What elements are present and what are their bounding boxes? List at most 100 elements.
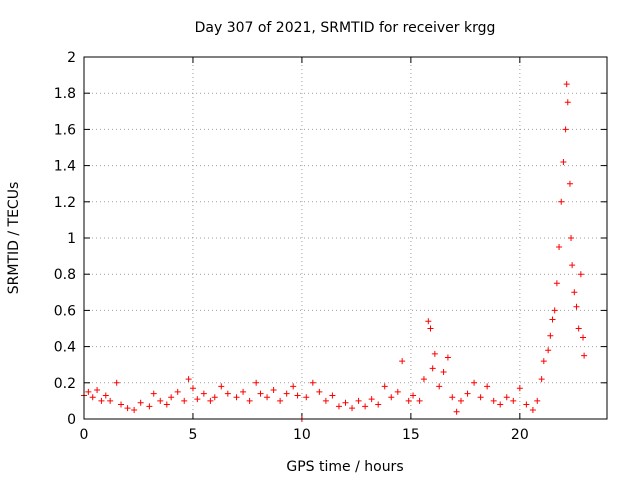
data-point [553, 280, 560, 287]
data-point [558, 198, 565, 205]
chart-title: Day 307 of 2021, SRMTID for receiver krg… [195, 20, 496, 36]
data-point [575, 325, 582, 332]
data-point [534, 397, 541, 404]
data-point [107, 397, 114, 404]
axis-ticks: 0 5 10 15 20 0 0.2 0.4 0.6 0.8 1 1.2 1.4 1.6 1.8 2 [54, 50, 607, 443]
data-point [429, 365, 436, 372]
data-point [207, 397, 214, 404]
data-point [381, 383, 388, 390]
data-point [118, 401, 125, 408]
data-point [399, 358, 406, 365]
x-axis-label: GPS time / hours [286, 459, 403, 475]
data-point [253, 379, 260, 386]
data-point [449, 394, 456, 401]
data-point [551, 307, 558, 314]
data-point [464, 390, 471, 397]
data-point [146, 403, 153, 410]
data-point [523, 401, 530, 408]
data-point [573, 303, 580, 310]
y-tick-label: 1.2 [54, 195, 76, 211]
data-point [566, 180, 573, 187]
data-point [316, 388, 323, 395]
x-tick-label: 10 [293, 427, 311, 443]
data-point [516, 385, 523, 392]
data-point [547, 332, 554, 339]
data-point [510, 397, 517, 404]
data-point [85, 388, 92, 395]
x-tick-label: 20 [511, 427, 529, 443]
data-point [309, 379, 316, 386]
data-point [157, 397, 164, 404]
data-point [185, 376, 192, 383]
data-points [81, 81, 588, 422]
data-point [416, 397, 423, 404]
data-point [444, 354, 451, 361]
data-point [200, 390, 207, 397]
y-tick-label: 0.8 [54, 267, 76, 283]
data-point [549, 316, 556, 323]
data-point [98, 397, 105, 404]
y-tick-label: 2 [67, 50, 76, 66]
data-point [490, 397, 497, 404]
data-point [388, 394, 395, 401]
plot-frame [83, 56, 608, 420]
data-point [457, 397, 464, 404]
data-point [246, 397, 253, 404]
data-point [189, 385, 196, 392]
data-point [342, 399, 349, 406]
data-point [257, 390, 264, 397]
data-point [563, 81, 570, 88]
data-point [113, 379, 120, 386]
x-tick-label: 0 [80, 427, 89, 443]
data-point [436, 383, 443, 390]
x-tick-label: 5 [188, 427, 197, 443]
y-tick-label: 1 [67, 231, 76, 247]
data-point [477, 394, 484, 401]
data-point [420, 376, 427, 383]
data-point [569, 262, 576, 269]
y-axis-label: SRMTID / TECUs [6, 182, 22, 295]
data-point [131, 406, 138, 413]
y-tick-label: 1.8 [54, 86, 76, 102]
data-point [303, 394, 310, 401]
data-point [168, 394, 175, 401]
data-point [322, 397, 329, 404]
data-point [375, 401, 382, 408]
data-point [137, 399, 144, 406]
data-point [277, 397, 284, 404]
y-tick-label: 1.4 [54, 159, 76, 175]
data-point [545, 347, 552, 354]
data-point [580, 334, 587, 341]
data-point [194, 396, 201, 403]
data-point [410, 392, 417, 399]
data-point [181, 397, 188, 404]
data-point [335, 403, 342, 410]
data-point [394, 388, 401, 395]
data-point [362, 403, 369, 410]
data-point [431, 350, 438, 357]
data-point [471, 379, 478, 386]
data-point [497, 401, 504, 408]
data-point [349, 405, 356, 412]
data-point [577, 271, 584, 278]
data-point [224, 390, 231, 397]
x-tick-label: 15 [402, 427, 420, 443]
data-point [556, 244, 563, 251]
y-tick-label: 1.6 [54, 122, 76, 138]
data-point [571, 289, 578, 296]
y-tick-label: 0.2 [54, 376, 76, 392]
data-point [294, 392, 301, 399]
data-point [264, 394, 271, 401]
data-point [453, 408, 460, 415]
data-point [368, 396, 375, 403]
data-point [540, 358, 547, 365]
data-point [440, 368, 447, 375]
data-point [233, 394, 240, 401]
data-point [564, 99, 571, 106]
data-point [174, 388, 181, 395]
data-point [581, 352, 588, 359]
data-point [329, 392, 336, 399]
data-point [94, 387, 101, 394]
data-point [150, 390, 157, 397]
